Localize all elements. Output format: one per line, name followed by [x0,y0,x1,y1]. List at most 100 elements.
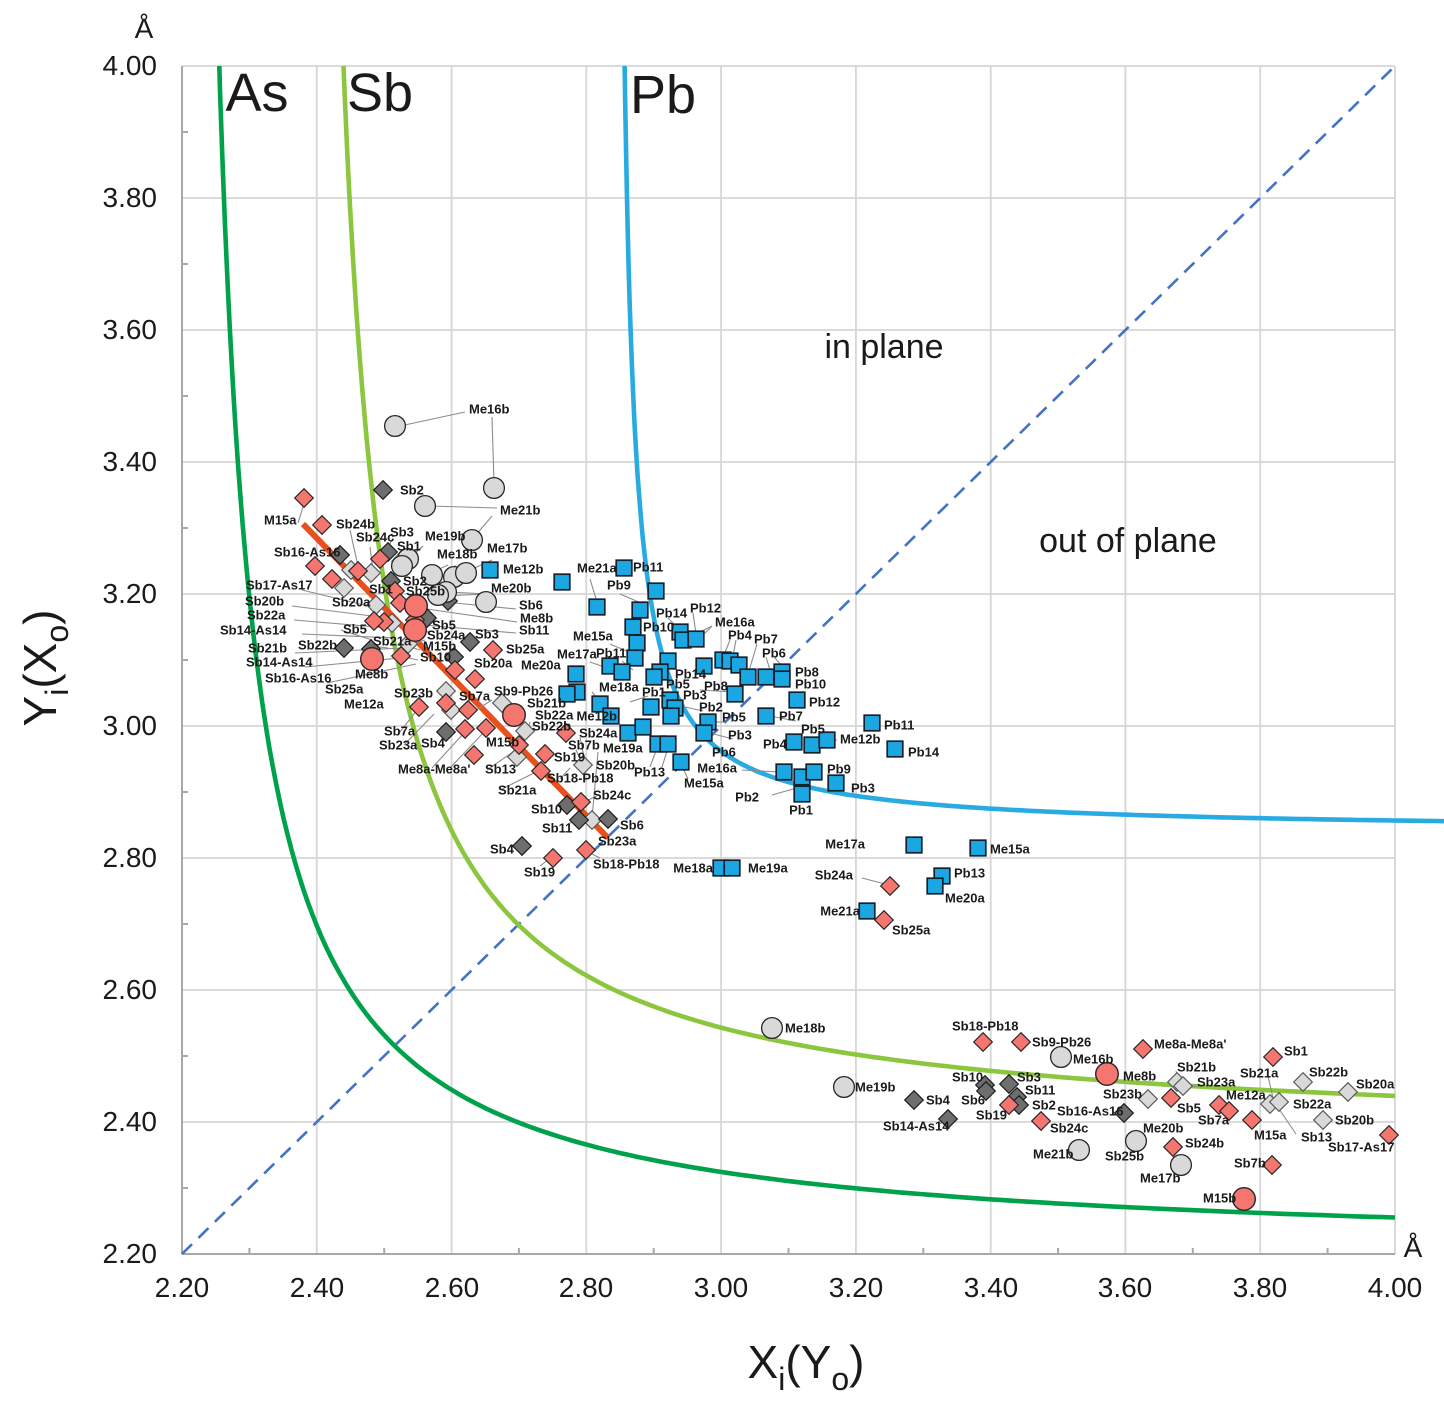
svg-text:Sb14-As14: Sb14-As14 [220,623,287,638]
svg-text:2.80: 2.80 [103,842,158,873]
svg-text:Me19b: Me19b [855,1080,896,1095]
svg-text:Pb4: Pb4 [728,628,753,643]
svg-text:Sb23b: Sb23b [394,686,433,701]
svg-text:3.60: 3.60 [103,314,158,345]
svg-text:3.80: 3.80 [1233,1272,1288,1303]
svg-text:Me18a: Me18a [599,680,640,695]
svg-text:Pb11: Pb11 [596,646,626,661]
svg-text:Me8a-Me8a': Me8a-Me8a' [1154,1037,1226,1052]
svg-text:Sb14-As14: Sb14-As14 [883,1119,950,1134]
svg-text:3.40: 3.40 [964,1272,1019,1303]
svg-text:Sb: Sb [347,63,413,123]
svg-text:Pb6: Pb6 [762,646,786,661]
svg-text:Sb5: Sb5 [1177,1101,1201,1116]
svg-text:Pb12: Pb12 [809,695,840,710]
svg-text:2.60: 2.60 [103,974,158,1005]
svg-text:Sb11: Sb11 [519,623,549,638]
svg-text:Sb24b: Sb24b [1185,1136,1224,1151]
svg-text:Pb6: Pb6 [712,745,736,760]
svg-text:M15a: M15a [264,513,297,528]
svg-text:Me16b: Me16b [469,402,510,417]
svg-text:Sb2: Sb2 [400,483,424,498]
svg-text:Pb12: Pb12 [690,601,721,616]
svg-text:Sb24a: Sb24a [427,628,466,643]
svg-text:Me12b: Me12b [840,732,881,747]
svg-text:Sb16-As16: Sb16-As16 [265,671,331,686]
svg-text:Me21b: Me21b [500,503,541,518]
svg-text:Me15a: Me15a [990,842,1031,857]
svg-text:Sb21b: Sb21b [248,641,287,656]
svg-text:Me21b: Me21b [1033,1147,1074,1162]
svg-text:Me15a: Me15a [573,629,614,644]
svg-text:Me17b: Me17b [1140,1171,1181,1186]
svg-text:M15b: M15b [423,639,456,654]
svg-text:Sb11: Sb11 [1025,1083,1055,1098]
svg-text:Sb21a: Sb21a [498,783,537,798]
svg-text:Pb14: Pb14 [908,745,940,760]
svg-text:Pb7: Pb7 [754,632,778,647]
svg-text:Me16a: Me16a [715,615,756,630]
svg-text:Pb5: Pb5 [666,677,690,692]
svg-text:2.20: 2.20 [155,1272,210,1303]
svg-text:Sb2: Sb2 [1032,1098,1056,1113]
svg-text:Me8b: Me8b [1123,1069,1156,1084]
svg-text:Sb25a: Sb25a [506,642,545,657]
svg-text:Sb4: Sb4 [490,842,515,857]
svg-text:Sb24a: Sb24a [579,726,618,741]
svg-text:Sb20b: Sb20b [1335,1113,1374,1128]
svg-text:Sb1: Sb1 [1284,1044,1308,1059]
svg-text:Sb17-As17: Sb17-As17 [246,578,312,593]
svg-text:Pb3: Pb3 [728,728,752,743]
svg-text:3.80: 3.80 [103,182,158,213]
svg-text:Sb5: Sb5 [343,622,367,637]
svg-text:Sb19: Sb19 [554,750,585,765]
svg-text:3.40: 3.40 [103,446,158,477]
svg-text:Pb11: Pb11 [633,560,663,575]
svg-text:Me12b: Me12b [503,562,544,577]
svg-text:Pb9: Pb9 [827,762,851,777]
svg-text:Sb3: Sb3 [475,627,499,642]
svg-text:3.00: 3.00 [694,1272,749,1303]
svg-text:Sb22b: Sb22b [532,719,571,734]
svg-text:Sb25b: Sb25b [1105,1149,1144,1164]
svg-text:out of plane: out of plane [1039,522,1217,560]
svg-text:Sb18-Pb18: Sb18-Pb18 [593,857,659,872]
svg-text:Sb22a: Sb22a [247,608,286,623]
svg-text:Sb25a: Sb25a [892,923,931,938]
svg-text:Pb8: Pb8 [704,679,728,694]
svg-text:Pb3: Pb3 [683,688,707,703]
svg-text:Sb2: Sb2 [403,574,427,589]
svg-text:2.40: 2.40 [103,1106,158,1137]
svg-text:Pb10: Pb10 [795,677,826,692]
svg-text:Me17b: Me17b [487,541,528,556]
svg-text:Me20a: Me20a [945,891,986,906]
svg-text:Sb9-Pb26: Sb9-Pb26 [1032,1035,1091,1050]
svg-text:Pb13: Pb13 [954,866,985,881]
svg-text:Me17a: Me17a [825,837,866,852]
svg-text:3.60: 3.60 [1098,1272,1153,1303]
svg-text:Sb10: Sb10 [420,650,451,665]
svg-text:Sb14-As14: Sb14-As14 [246,655,313,670]
svg-text:Pb7: Pb7 [779,709,803,724]
svg-text:Sb20b: Sb20b [596,758,635,773]
svg-text:Sb20b: Sb20b [245,594,284,609]
svg-text:Sb7a: Sb7a [384,724,416,739]
svg-text:Me12b: Me12b [577,709,618,724]
svg-text:Me18b: Me18b [437,547,478,562]
svg-text:M15a: M15a [1254,1128,1287,1143]
svg-text:Yi(Xo): Yi(Xo) [14,610,75,727]
svg-text:Sb7a: Sb7a [459,689,491,704]
svg-text:Pb5: Pb5 [801,722,825,737]
svg-text:2.60: 2.60 [425,1272,480,1303]
svg-text:Me12a: Me12a [344,697,385,712]
svg-text:Sb13: Sb13 [1301,1130,1332,1145]
svg-text:Sb16-As16: Sb16-As16 [274,545,340,560]
svg-text:Sb24b: Sb24b [336,517,375,532]
svg-text:Sb17-As17: Sb17-As17 [1328,1140,1394,1155]
svg-text:Sb24a: Sb24a [815,868,854,883]
svg-text:in plane: in plane [824,328,943,366]
svg-text:Me16a: Me16a [697,761,738,776]
svg-text:Sb24c: Sb24c [1050,1121,1088,1136]
svg-text:Pb10: Pb10 [643,620,674,635]
svg-text:2.40: 2.40 [290,1272,345,1303]
